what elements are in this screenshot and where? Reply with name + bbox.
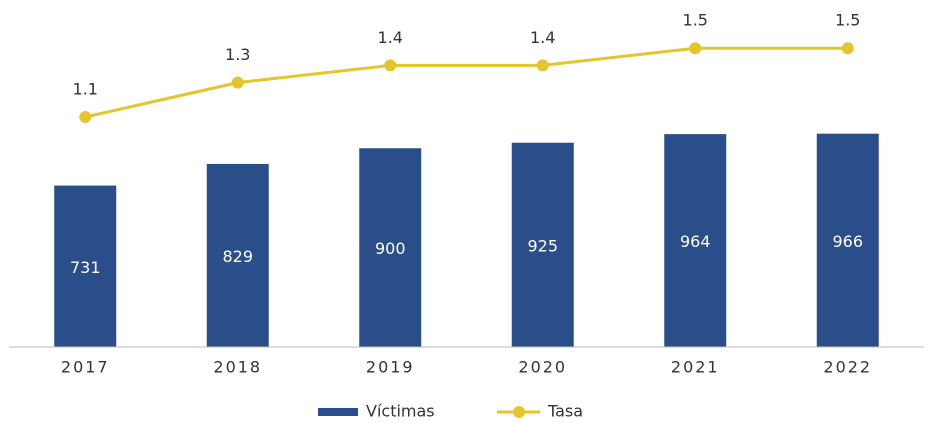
line-point — [79, 111, 92, 123]
bar — [816, 133, 879, 347]
x-tick-label: 2018 — [213, 358, 262, 377]
line-label: 1.4 — [378, 28, 403, 47]
bar — [359, 148, 422, 347]
bar — [664, 134, 727, 347]
line-point — [689, 42, 702, 55]
line-point — [384, 59, 397, 72]
line-label: 1.3 — [225, 45, 250, 64]
bar-label: 829 — [222, 247, 253, 266]
line — [84, 46, 848, 119]
bar-label: 966 — [832, 232, 863, 251]
legend-swatch — [318, 408, 358, 416]
line-point — [231, 76, 244, 89]
line-point — [536, 59, 549, 72]
x-tick-label: 2017 — [61, 358, 110, 377]
x-tick-label: 2021 — [671, 358, 720, 377]
x-tick-label: 2020 — [518, 358, 567, 377]
legend-label: Tasa — [547, 402, 583, 421]
line-label: 1.5 — [835, 11, 860, 30]
legend-marker — [513, 406, 525, 418]
line-label: 1.4 — [530, 28, 555, 47]
x-tick-label: 2019 — [366, 358, 415, 377]
x-tick-label: 2022 — [823, 358, 872, 377]
bar-label: 731 — [70, 258, 101, 277]
bar-label: 900 — [375, 239, 406, 258]
bar — [54, 185, 117, 347]
legend-label: Víctimas — [366, 402, 435, 421]
line-point — [841, 42, 854, 55]
bar-label: 964 — [680, 232, 711, 251]
line-label: 1.1 — [73, 80, 98, 99]
bar — [206, 163, 269, 347]
bar-label: 925 — [527, 236, 558, 255]
bar — [511, 142, 574, 347]
line-label: 1.5 — [683, 11, 708, 30]
